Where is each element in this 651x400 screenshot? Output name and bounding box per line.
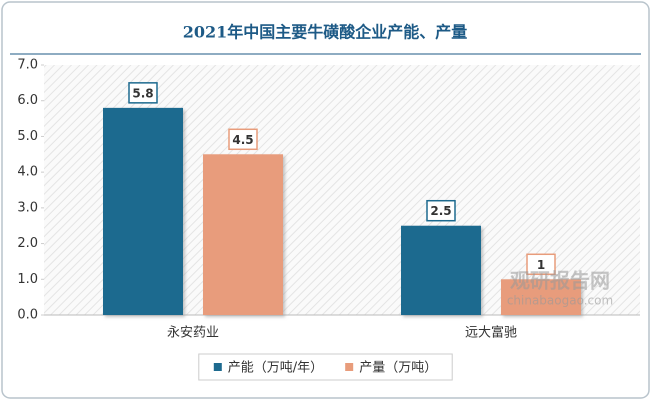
data-label: 2.5 [430, 204, 451, 218]
watermark: chinabaogao.com [507, 294, 613, 308]
bar [103, 107, 183, 315]
x-tick-label: 远大富驰 [465, 325, 517, 341]
y-tick-label: 7.0 [17, 58, 38, 73]
data-label-box [526, 253, 556, 276]
data-label-box [128, 82, 158, 104]
legend-box [198, 353, 453, 381]
y-tick-label: 6.0 [17, 93, 38, 108]
bar [203, 154, 283, 315]
legend-label: 产量（万吨） [359, 361, 437, 376]
data-label: 5.8 [132, 86, 153, 100]
data-label-box [228, 128, 258, 151]
legend-swatch [345, 363, 354, 371]
bar [401, 225, 481, 315]
y-tick-label: 5.0 [17, 129, 38, 144]
y-tick-label: 0.0 [17, 308, 38, 323]
y-tick-label: 2.0 [17, 236, 38, 251]
data-label: 1 [537, 258, 545, 272]
y-tick-label: 3.0 [17, 200, 38, 215]
legend-swatch [213, 363, 222, 371]
y-tick-label: 1.0 [17, 272, 38, 287]
bar [501, 279, 581, 315]
data-label-box [426, 199, 456, 222]
legend-label: 产能（万吨/年） [228, 361, 323, 376]
watermark: 观研报告网 [510, 269, 610, 293]
data-label: 4.5 [232, 133, 253, 147]
x-tick-label: 永安药业 [167, 326, 219, 341]
y-tick-label: 4.0 [17, 165, 38, 180]
chart-title: 2021年中国主要牛磺酸企业产能、产量 [183, 23, 468, 42]
